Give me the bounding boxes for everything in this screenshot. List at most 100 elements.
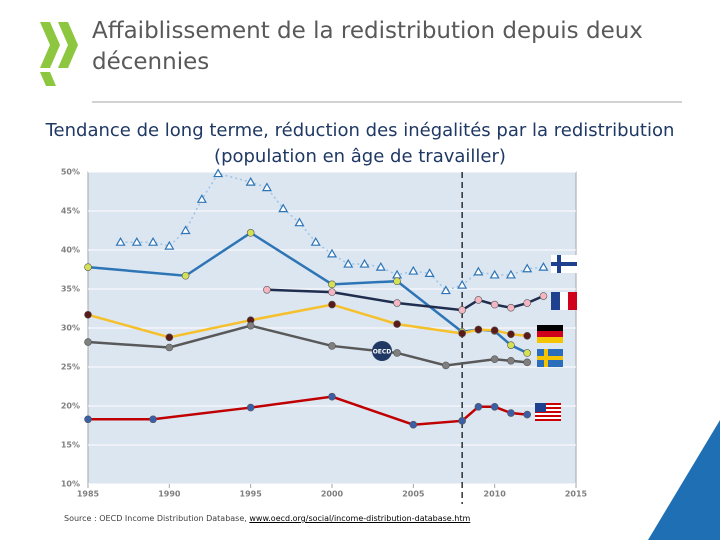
marker [375, 261, 386, 271]
marker [294, 217, 305, 227]
marker [507, 409, 515, 417]
marker [538, 261, 549, 271]
marker [245, 176, 256, 186]
marker [424, 268, 435, 277]
marker [84, 263, 92, 271]
marker [165, 343, 174, 352]
marker [473, 266, 484, 276]
marker [490, 402, 499, 411]
flags [535, 255, 577, 421]
marker [84, 310, 92, 319]
marker [523, 349, 532, 357]
marker [507, 303, 515, 312]
title: Affaiblissement de la redistribution dep… [92, 18, 643, 75]
marker [409, 420, 418, 429]
marker [490, 355, 499, 364]
marker [246, 403, 255, 412]
marker [181, 271, 190, 280]
marker [165, 333, 174, 342]
marker [261, 182, 272, 192]
y-tick-label: 20% [61, 402, 80, 411]
series-line [88, 395, 528, 426]
marker [328, 288, 336, 296]
y-tick-label: 15% [61, 441, 80, 450]
marker [523, 331, 532, 340]
x-tick-label: 1990 [158, 490, 181, 499]
marker [328, 342, 336, 350]
marker [393, 277, 401, 286]
marker [490, 326, 499, 335]
marker [180, 225, 191, 235]
marker [458, 417, 466, 425]
marker [326, 248, 338, 258]
series-line [120, 172, 544, 292]
marker [328, 300, 336, 309]
marker [246, 321, 255, 330]
marker [458, 329, 466, 338]
marker [84, 338, 92, 346]
marker [523, 358, 532, 367]
marker [213, 168, 224, 178]
marker [131, 236, 142, 246]
marker [523, 299, 532, 307]
marker [505, 269, 516, 279]
marker [84, 415, 92, 424]
y-tick-label: 25% [61, 363, 80, 372]
x-tick-label: 1985 [77, 490, 100, 499]
marker [442, 361, 450, 370]
marker [522, 263, 533, 273]
source-link[interactable]: www.oecd.org/social/income-distribution-… [249, 514, 471, 523]
marker [539, 292, 548, 300]
series-line [87, 303, 528, 339]
marker [149, 415, 157, 424]
marker [490, 300, 499, 309]
subtitle: Tendance de long terme, réduction des in… [45, 120, 675, 167]
x-tick-label: 2010 [484, 490, 507, 499]
y-tick-label: 10% [61, 480, 80, 489]
marker [246, 229, 255, 237]
source: Source : OECD Income Distribution Databa… [64, 514, 470, 523]
y-tick-label: 30% [61, 324, 80, 333]
marker [408, 265, 419, 275]
x-tick-label: 2015 [565, 490, 588, 499]
marker [393, 320, 401, 328]
marker [474, 296, 483, 304]
source-text: Source : OECD Income Distribution Databa… [64, 514, 250, 523]
marker [359, 258, 370, 268]
svg-text:OECD: OECD [373, 349, 392, 356]
marker [457, 279, 468, 289]
x-tick-label: 1995 [240, 490, 263, 499]
marker [489, 269, 500, 279]
marker [440, 285, 451, 295]
marker [507, 330, 515, 339]
marker [328, 280, 336, 289]
marker [115, 236, 126, 246]
marker [343, 258, 354, 268]
marker [507, 341, 515, 349]
marker [278, 203, 289, 213]
marker [148, 236, 159, 246]
y-tick-label: 50% [61, 168, 80, 177]
x-tick-label: 2000 [321, 490, 344, 499]
oecd-badge: OECD [372, 341, 392, 361]
marker [474, 402, 483, 411]
y-tick-label: 35% [61, 285, 80, 294]
marker [263, 285, 271, 294]
x-tick-label: 2005 [402, 490, 425, 499]
marker [164, 240, 175, 250]
marker [507, 356, 515, 365]
marker [196, 194, 207, 203]
marker [458, 306, 466, 314]
logo [40, 22, 78, 86]
corner-decoration [648, 420, 720, 540]
marker [474, 325, 483, 334]
marker [310, 236, 321, 246]
marker [393, 349, 401, 357]
marker [393, 299, 401, 307]
y-tick-label: 40% [61, 246, 80, 255]
marker [523, 410, 532, 419]
y-tick-label: 45% [61, 207, 80, 216]
marker [328, 392, 336, 401]
